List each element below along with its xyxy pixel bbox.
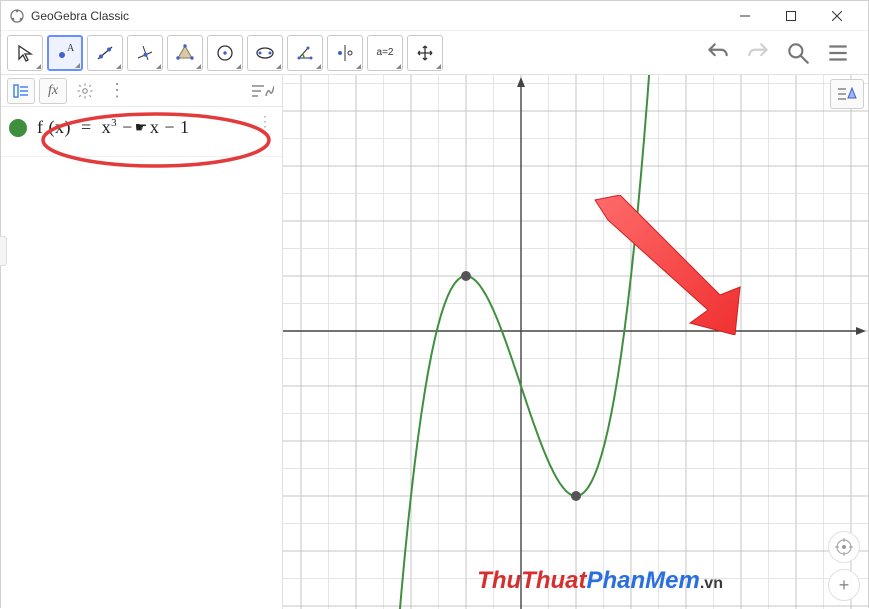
tool-ellipse[interactable] bbox=[247, 35, 283, 71]
menu-button[interactable] bbox=[822, 37, 854, 69]
list-view-button[interactable] bbox=[7, 78, 35, 104]
algebra-header: fx ⋮ bbox=[1, 75, 282, 107]
fx-input-button[interactable]: fx bbox=[39, 78, 67, 104]
more-icon[interactable]: ⋮ bbox=[103, 78, 131, 104]
watermark: ThuThuatPhanMem.vn bbox=[477, 567, 723, 595]
settings-icon[interactable] bbox=[71, 78, 99, 104]
tool-line[interactable] bbox=[87, 35, 123, 71]
redo-button[interactable] bbox=[742, 37, 774, 69]
tool-move-view[interactable] bbox=[407, 35, 443, 71]
minimize-button[interactable] bbox=[722, 1, 768, 31]
main-toolbar: A a=2 bbox=[1, 31, 868, 75]
svg-text:A: A bbox=[67, 43, 75, 54]
tool-perpendicular[interactable] bbox=[127, 35, 163, 71]
tool-move[interactable] bbox=[7, 35, 43, 71]
graphics-footer-buttons: + bbox=[828, 531, 860, 601]
content-area: fx ⋮ f (x) = x3 −☛x − 1 ⋮ bbox=[1, 75, 868, 609]
tool-polygon[interactable] bbox=[167, 35, 203, 71]
undo-button[interactable] bbox=[702, 37, 734, 69]
tool-angle[interactable] bbox=[287, 35, 323, 71]
algebra-panel: fx ⋮ f (x) = x3 −☛x − 1 ⋮ bbox=[1, 75, 283, 609]
tool-point[interactable]: A bbox=[47, 35, 83, 71]
entry-menu-icon[interactable]: ⋮ bbox=[258, 113, 272, 130]
visibility-toggle[interactable] bbox=[9, 119, 27, 137]
tool-slider[interactable]: a=2 bbox=[367, 35, 403, 71]
graphics-panel[interactable]: + ThuThuatPhanMem.vn bbox=[283, 75, 868, 609]
formula-text[interactable]: f (x) = x3 −☛x − 1 bbox=[37, 117, 190, 138]
recenter-button[interactable] bbox=[828, 531, 860, 563]
window-title: GeoGebra Classic bbox=[31, 9, 722, 23]
maximize-button[interactable] bbox=[768, 1, 814, 31]
search-button[interactable] bbox=[782, 37, 814, 69]
style-bar-button[interactable] bbox=[830, 79, 864, 109]
close-button[interactable] bbox=[814, 1, 860, 31]
tool-reflect[interactable] bbox=[327, 35, 363, 71]
keyboard-tab[interactable] bbox=[0, 236, 7, 266]
app-icon bbox=[9, 8, 25, 24]
graph-canvas[interactable] bbox=[283, 75, 868, 609]
algebra-entry[interactable]: f (x) = x3 −☛x − 1 ⋮ bbox=[1, 107, 282, 157]
titlebar: GeoGebra Classic bbox=[1, 1, 868, 31]
tool-circle[interactable] bbox=[207, 35, 243, 71]
zoom-in-button[interactable]: + bbox=[828, 569, 860, 601]
sort-icon[interactable] bbox=[248, 78, 276, 104]
